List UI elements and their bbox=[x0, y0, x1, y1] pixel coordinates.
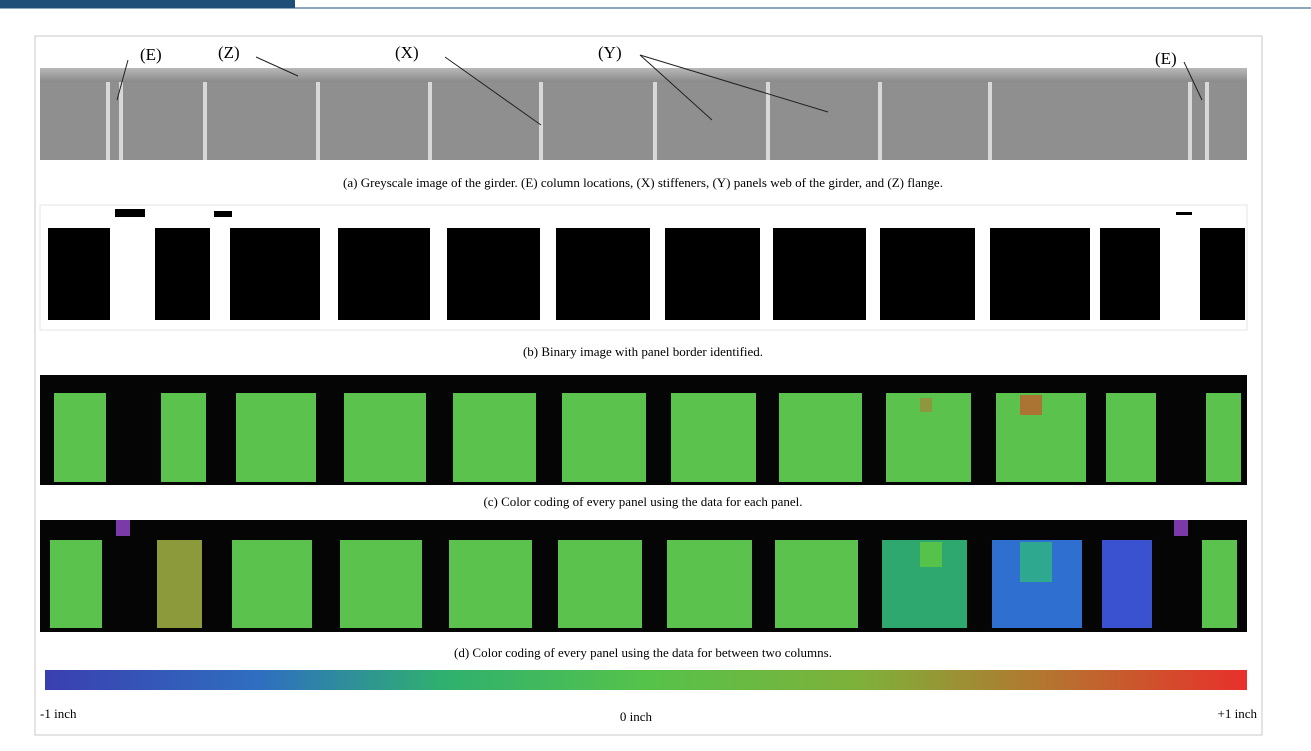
color-panel bbox=[1106, 393, 1156, 482]
color-panel bbox=[236, 393, 316, 482]
binary-panel bbox=[447, 228, 540, 320]
flange bbox=[40, 68, 1247, 82]
color-panel bbox=[54, 393, 106, 482]
binary-mark bbox=[214, 211, 232, 217]
color-panel bbox=[562, 393, 646, 482]
page: (E) (Z) (X) (Y) (E) (a) Greyscale image … bbox=[0, 0, 1311, 751]
colorbar-label: 0 inch bbox=[620, 709, 653, 724]
color-panel bbox=[340, 540, 422, 628]
color-spot bbox=[1020, 542, 1052, 582]
binary-panel bbox=[230, 228, 320, 320]
stiffener bbox=[203, 82, 207, 160]
colorbar-label: +1 inch bbox=[1218, 706, 1258, 721]
caption: (b) Binary image with panel border ident… bbox=[523, 344, 763, 359]
binary-panel bbox=[773, 228, 866, 320]
binary-panel bbox=[48, 228, 110, 320]
color-spot bbox=[920, 542, 942, 567]
binary-mark bbox=[1176, 212, 1192, 215]
callout: (E) bbox=[1155, 49, 1177, 68]
binary-panel bbox=[556, 228, 650, 320]
color-panel bbox=[232, 540, 312, 628]
callout: (E) bbox=[140, 45, 162, 64]
color-panel bbox=[1202, 540, 1237, 628]
color-spot bbox=[116, 520, 130, 536]
stiffener bbox=[878, 82, 882, 160]
color-spot bbox=[1174, 520, 1188, 536]
colorbar-label: -1 inch bbox=[40, 706, 77, 721]
callout: (X) bbox=[395, 43, 419, 62]
binary-panel bbox=[155, 228, 210, 320]
binary-panel bbox=[990, 228, 1090, 320]
stiffener bbox=[988, 82, 992, 160]
color-panel bbox=[344, 393, 426, 482]
binary-panel bbox=[665, 228, 760, 320]
color-panel bbox=[453, 393, 536, 482]
color-panel bbox=[779, 393, 862, 482]
stiffener bbox=[119, 82, 123, 160]
color-panel bbox=[50, 540, 102, 628]
color-panel bbox=[558, 540, 642, 628]
color-panel bbox=[667, 540, 752, 628]
binary-panel bbox=[1100, 228, 1160, 320]
color-panel bbox=[1206, 393, 1241, 482]
stiffener bbox=[316, 82, 320, 160]
color-panel bbox=[671, 393, 756, 482]
stiffener bbox=[106, 82, 110, 160]
caption: (a) Greyscale image of the girder. (E) c… bbox=[343, 175, 943, 190]
header-tab bbox=[0, 0, 295, 8]
color-panel bbox=[449, 540, 532, 628]
stiffener bbox=[653, 82, 657, 160]
color-spot bbox=[920, 398, 932, 412]
color-panel bbox=[775, 540, 858, 628]
callout: (Z) bbox=[218, 43, 240, 62]
color-panel bbox=[1102, 540, 1152, 628]
binary-mark bbox=[115, 209, 145, 217]
figure: (E) (Z) (X) (Y) (E) (a) Greyscale image … bbox=[0, 0, 1311, 751]
binary-panel bbox=[338, 228, 430, 320]
caption: (d) Color coding of every panel using th… bbox=[454, 645, 832, 660]
caption: (c) Color coding of every panel using th… bbox=[483, 494, 802, 509]
callout: (Y) bbox=[598, 43, 622, 62]
color-panel bbox=[161, 393, 206, 482]
colorbar bbox=[45, 670, 1247, 690]
binary-panel bbox=[880, 228, 975, 320]
stiffener bbox=[1205, 82, 1209, 160]
stiffener bbox=[539, 82, 543, 160]
color-spot bbox=[1020, 395, 1042, 415]
binary-panel bbox=[1200, 228, 1245, 320]
stiffener bbox=[428, 82, 432, 160]
color-panel bbox=[157, 540, 202, 628]
stiffener bbox=[1188, 82, 1192, 160]
